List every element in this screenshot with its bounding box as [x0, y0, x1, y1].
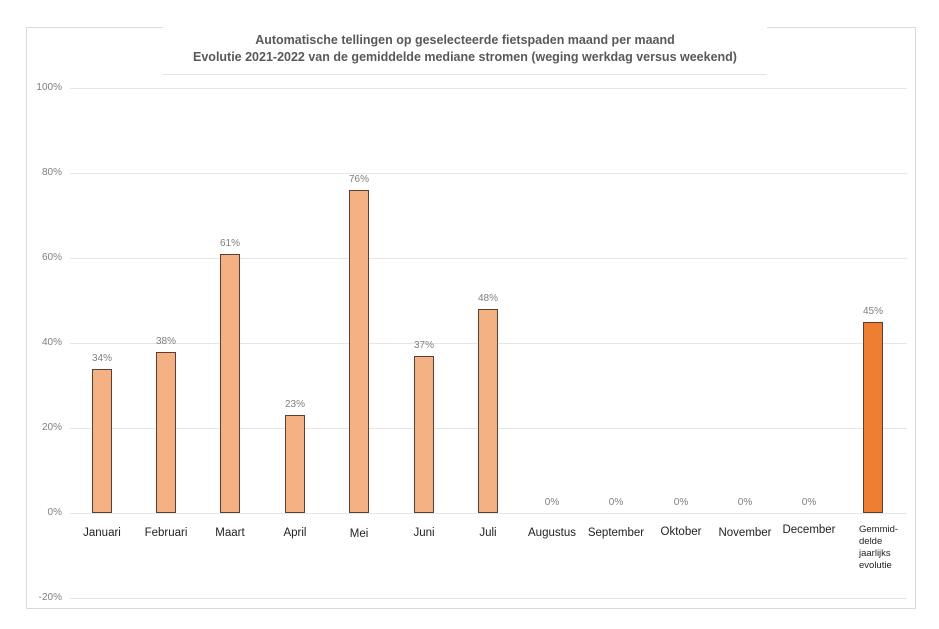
data-label: 0% — [801, 497, 817, 508]
data-label: 38% — [155, 335, 176, 347]
data-label: 61% — [219, 237, 240, 249]
chart-subtitle: Evolutie 2021-2022 van de gemiddelde med… — [193, 50, 737, 64]
bar-juni — [414, 355, 434, 513]
chart-title: Automatische tellingen op geselecteerde … — [255, 33, 675, 47]
y-axis-tick-label: 100% — [36, 82, 62, 93]
x-axis-label: Juni — [413, 527, 435, 539]
data-label: 34% — [91, 352, 112, 364]
x-axis-label: Juli — [479, 527, 497, 539]
x-axis-label: December — [782, 524, 836, 536]
data-label: 0% — [608, 497, 624, 508]
data-label: 37% — [413, 339, 434, 351]
x-axis-label: Maart — [215, 527, 245, 539]
bar-mei — [349, 190, 369, 513]
data-label: 0% — [737, 497, 753, 508]
y-axis-tick-label: 40% — [41, 337, 62, 348]
data-label: 23% — [284, 399, 305, 411]
x-axis-label: Januari — [83, 527, 121, 539]
x-axis-label: Mei — [349, 528, 369, 540]
y-axis-tick-label: 0% — [47, 507, 62, 518]
bar-average — [863, 321, 883, 513]
data-label: 48% — [477, 293, 498, 304]
bar-januari — [92, 368, 112, 513]
data-label: 0% — [544, 497, 560, 508]
x-axis-label: Februari — [144, 527, 188, 539]
x-axis-label: Augustus — [528, 527, 576, 539]
y-axis-tick-label: -20% — [38, 592, 62, 603]
x-axis-label: Oktober — [660, 526, 702, 538]
gridline — [70, 513, 907, 514]
gridline — [70, 173, 907, 174]
bar-maart — [220, 253, 240, 513]
y-axis-tick-label: 80% — [41, 167, 62, 178]
gridline — [70, 258, 907, 259]
x-axis-label-average: Gemmid-delde jaarlijks evolutie — [859, 524, 899, 571]
x-axis-label: April — [283, 527, 307, 539]
x-axis-label: September — [587, 527, 645, 539]
bar-juli — [478, 309, 498, 513]
data-label: 0% — [673, 497, 689, 508]
chart-title-box: Automatische tellingen op geselecteerde … — [163, 27, 767, 75]
gridline — [70, 598, 907, 599]
x-axis-label: November — [718, 527, 772, 539]
bar-april — [285, 415, 305, 513]
bar-februari — [156, 351, 176, 513]
gridline — [70, 88, 907, 89]
y-axis-tick-label: 60% — [41, 252, 62, 263]
data-label: 45% — [862, 305, 883, 317]
y-axis-tick-label: 20% — [41, 422, 62, 433]
data-label: 76% — [348, 174, 369, 185]
chart-frame — [26, 27, 916, 609]
